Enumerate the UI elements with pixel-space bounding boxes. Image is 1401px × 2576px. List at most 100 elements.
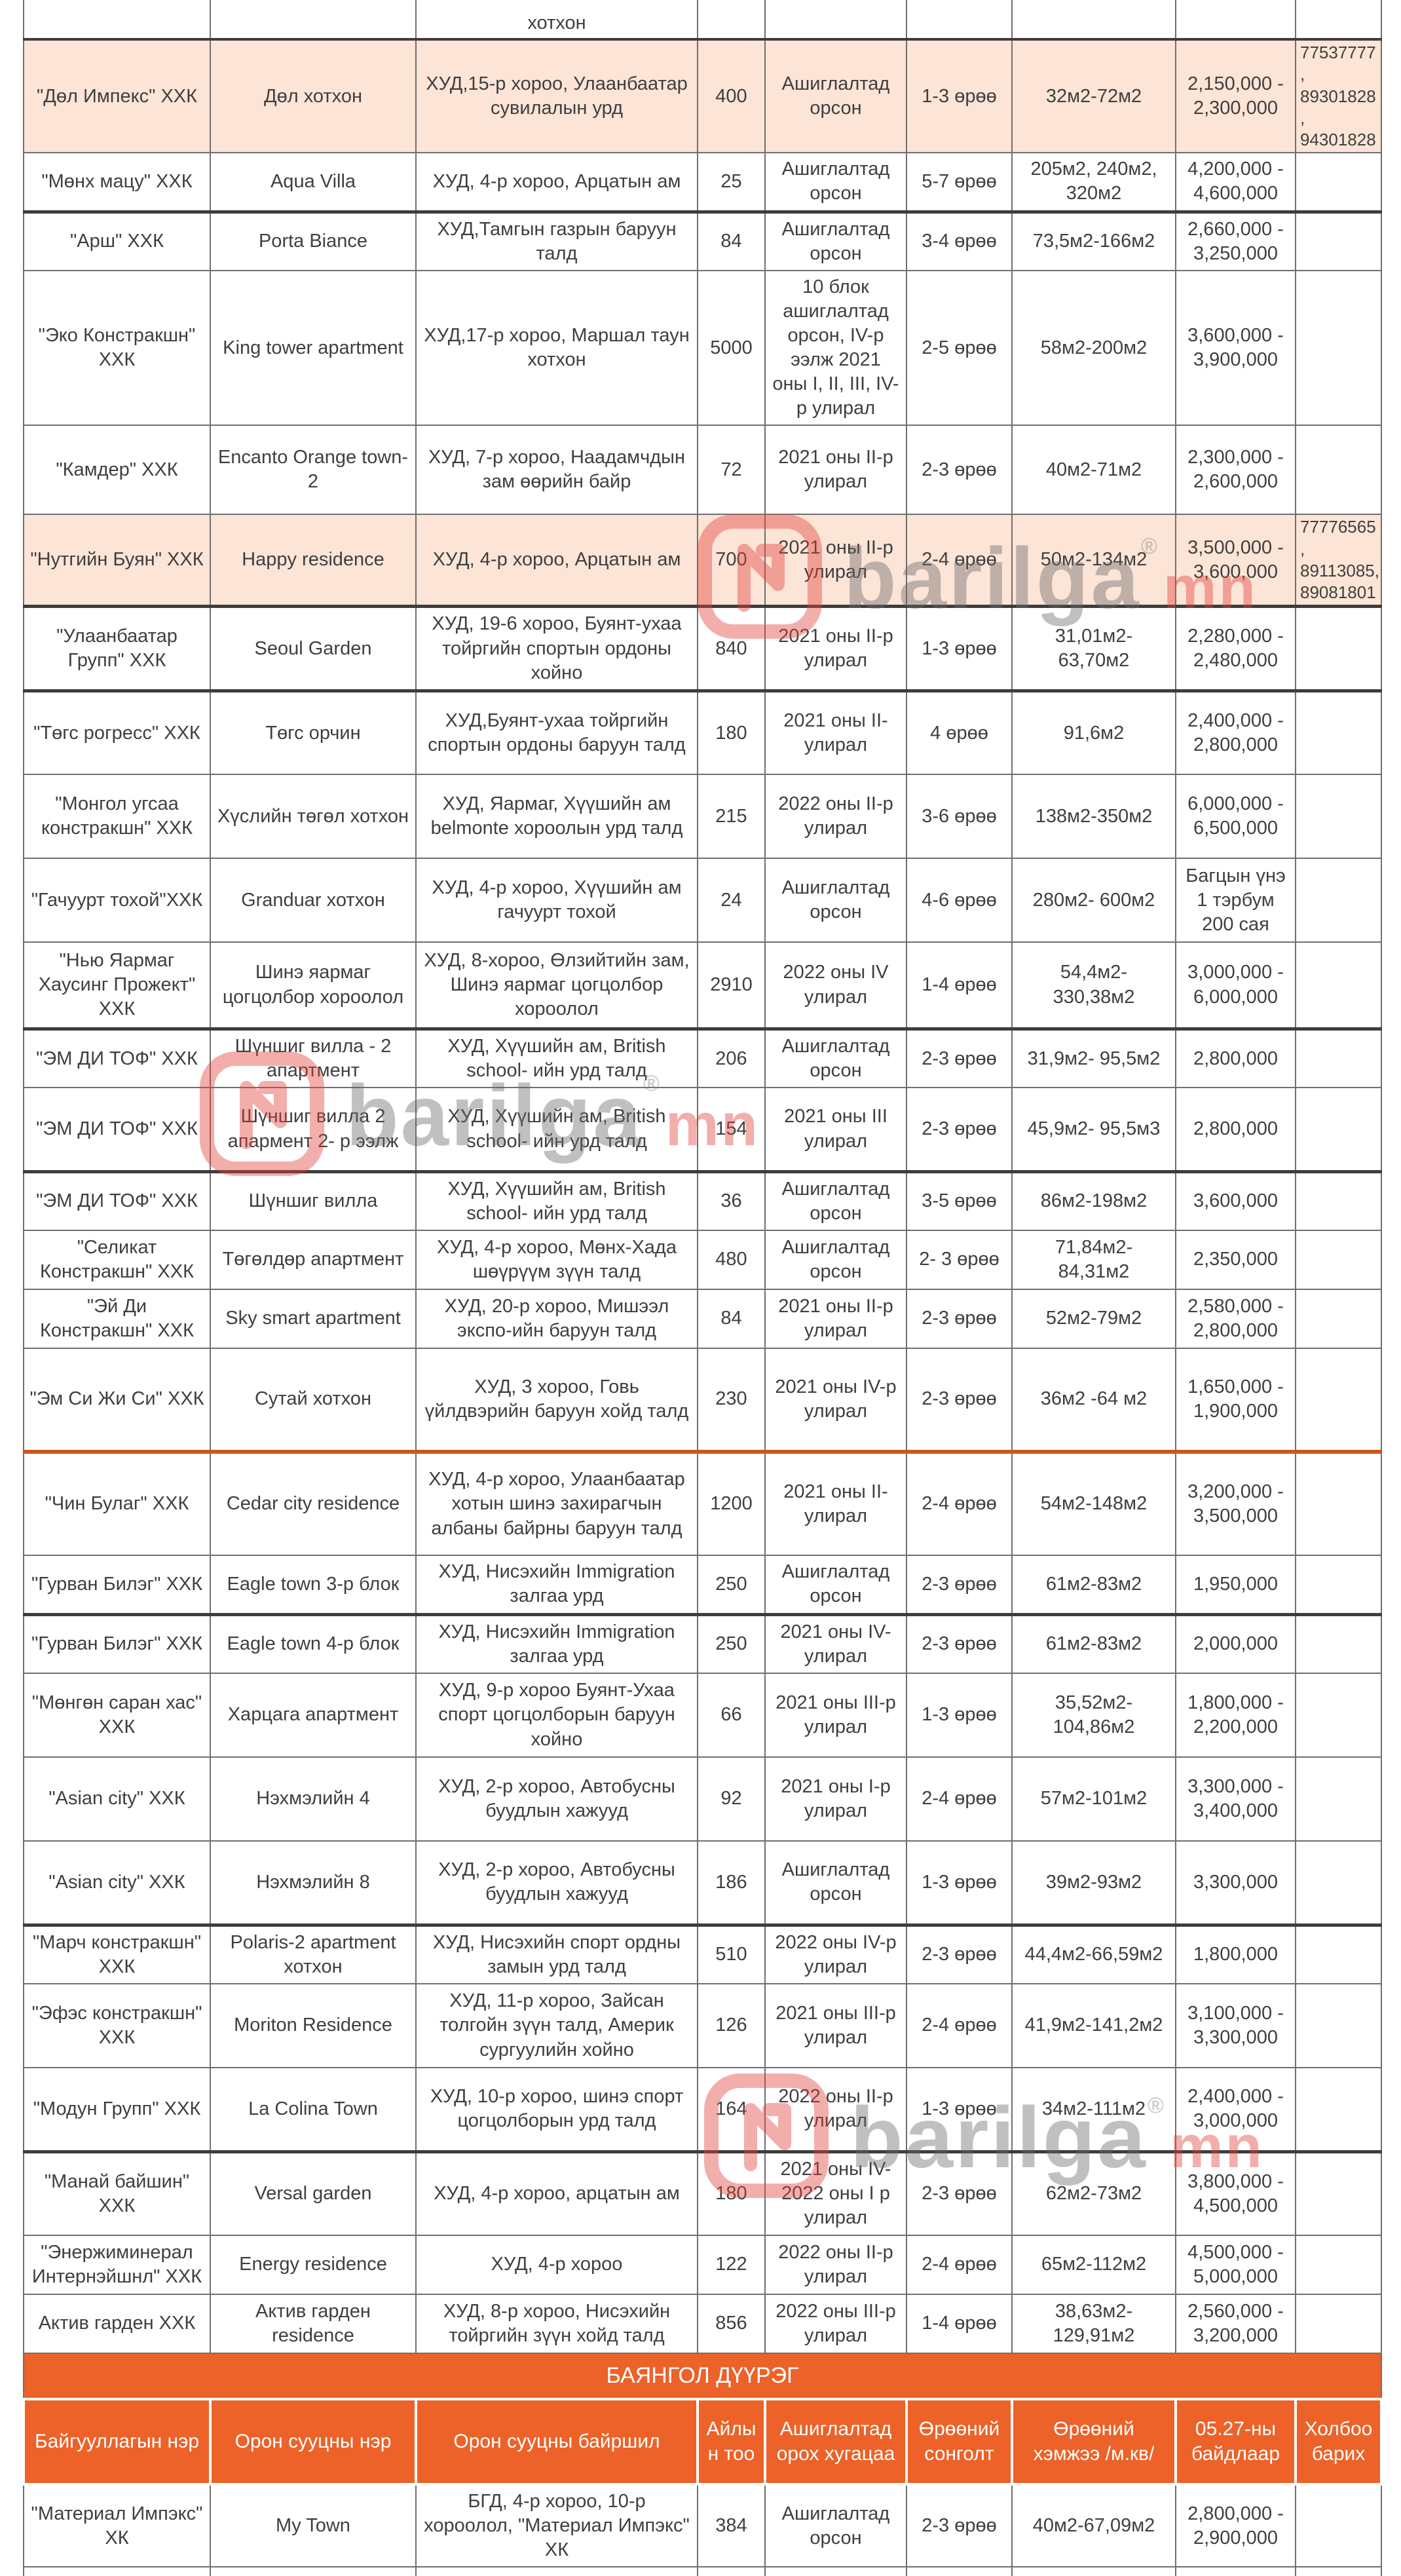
cell-contact: [1295, 1171, 1382, 1232]
cell-location: ХУД, 8-хороо, Өлзийтийн зам, Шинэ яармаг…: [415, 941, 698, 1031]
cell-company: "Гурван Билэг" ХХК: [23, 1614, 211, 1675]
cell-company: "Төгс рогресс" ХХК: [23, 690, 211, 776]
cell-usage: [764, 0, 907, 41]
cell-price: 2,580,000 - 2,800,000: [1175, 1289, 1296, 1350]
cell-company: "Камдер" ХХК: [23, 425, 211, 516]
cell-location: БГД, 4-р хороо, 10-р хороолол, "Материал…: [415, 2484, 698, 2568]
cell-count: 126: [697, 1983, 766, 2069]
table-row: Актив гарден ХХК Актив гарден residence ХУ…: [23, 2294, 1382, 2355]
cell-location: ХУД, 4-р хороо, Мөнх-Хада шөүрүүм зүүн т…: [415, 1230, 698, 1291]
cell-usage: [764, 2566, 907, 2576]
cell-price: 2,800,000 - 2,900,000: [1175, 2484, 1296, 2568]
cell-size: 50м2-134м2: [1011, 514, 1176, 609]
cell-location: ХУД, 2-р хороо, Автобусны буудлын хажууд: [415, 1756, 698, 1842]
cell-count: 122: [697, 2235, 766, 2296]
cell-name: Granduar хотхон: [210, 858, 417, 943]
cell-price: 3,100,000 - 3,300,000: [1175, 1983, 1296, 2069]
cell-company: "Мөнгөн саран хас" ХХК: [23, 1673, 211, 1758]
housing-table-wrapper: хотхон "Дөл Импекс" ХХК Дөл хотхон ХУД,15-р…: [22, 0, 1383, 2576]
cell-price: 3,000,000 - 6,000,000: [1175, 941, 1296, 1031]
cell-contact: [1295, 1840, 1382, 1927]
cell-contact: [1295, 1087, 1382, 1173]
cell-company: "ЭМ ДИ ТОФ" ХХК: [23, 1028, 211, 1089]
cell-name: Eagle town 3-р блок: [210, 1555, 417, 1616]
cell-price: 3,300,000 - 3,400,000: [1175, 1756, 1296, 1842]
cell-price: Багцын үнэ 1 тэрбум 200 сая: [1175, 858, 1296, 943]
cell-usage: Ашиглалтад орсон: [764, 1230, 907, 1291]
cell-contact: [1295, 2067, 1382, 2153]
table-row: "Төгс рогресс" ХХК Төгс орчин ХУД,Буянт-ух…: [23, 690, 1382, 776]
cell-count: 510: [697, 1924, 766, 1985]
cell-usage: Ашиглалтад орсон: [764, 858, 907, 943]
cell-rooms: 2-3 өрөө: [906, 1555, 1013, 1616]
cell-location: ХУД, Хүүшийн ам, British school- ийн урд…: [415, 1087, 698, 1173]
cell-price: 3,500,000 - 3,600,000: [1175, 514, 1296, 609]
cell-usage: 2021 оны II-улирал: [764, 1451, 907, 1557]
cell-contact: [1295, 858, 1382, 943]
table-row: "Энержиминерал Интернэйшнл" ХХК Energy re…: [23, 2235, 1382, 2296]
cell-name: Polaris-2 apartment хотхон: [210, 1924, 417, 1985]
table-header-row: Байгууллагын нэр Орон сууцны нэр Орон сууц…: [22, 2398, 1383, 2486]
cell-rooms: 3-4 өрөө: [906, 211, 1013, 271]
cell-count: 24: [697, 858, 766, 943]
cell-price: 3,600,000 - 3,900,000: [1175, 269, 1296, 426]
cell-name: Нэхмэлийн 4: [210, 1756, 417, 1842]
cell-usage: Ашиглалтад орсон: [764, 38, 907, 154]
cell-contact: [1295, 2566, 1382, 2576]
cell-price: 1,800,000: [1175, 1924, 1296, 1985]
table-row: "Манай байшин" ХХК Versal garden ХУД, 4-р …: [23, 2151, 1382, 2237]
cell-location: ХУД, 11-р хороо, Зайсан толгойн зүүн тал…: [415, 1983, 698, 2069]
table-row: "Эко Констракшн" ХХК King tower apartment…: [23, 269, 1382, 426]
cell-usage: 2021 оны III-р улирал: [764, 1673, 907, 1758]
cell-contact: [1295, 605, 1382, 692]
cell-count: 92: [697, 1756, 766, 1842]
cell-price: 2,560,000 - 3,200,000: [1175, 2294, 1296, 2355]
cell-location: ХУД,15-р хороо, Улаанбаатар сувилалын ур…: [415, 38, 698, 154]
cell-size: 205м2, 240м2, 320м2: [1011, 152, 1176, 214]
cell-company: "Asian city" ХХК: [23, 1840, 211, 1927]
cell-usage: 2021 оны III-р улирал: [764, 1983, 907, 2069]
cell-company: "Эй Ди Констракшн" ХХК: [23, 1289, 211, 1350]
column-header-2: Орон сууцны байршил: [415, 2398, 699, 2486]
cell-location: ХУД, 8-р хороо, Нисэхийн тойргийн зүүн х…: [415, 2294, 698, 2355]
table-row: "Мөнгөн саран хас" ХХК Харцага апартмент Х…: [23, 1673, 1382, 1758]
cell-location: ХУД, 10-р хороо, шинэ спорт цогцолборын …: [415, 2067, 698, 2153]
cell-size: 39м2-93м2: [1011, 1840, 1176, 1927]
cell-size: 40м2-71м2: [1011, 425, 1176, 516]
cell-name: Happy residence: [210, 514, 417, 609]
cell-company: "Материал Импэкс" ХК: [23, 2484, 211, 2568]
cell-contact: [1295, 211, 1382, 271]
cell-company: "Улаанбаатар Групп" ХХК: [23, 605, 211, 692]
cell-company: "Дөл Импекс" ХХК: [23, 38, 211, 154]
cell-rooms: 1-3 өрөө: [906, 1673, 1013, 1758]
cell-location: ХУД, 4-р хороо: [415, 2235, 698, 2296]
cell-location: ХУД,Буянт-ухаа тойргийн спортын ордоны б…: [415, 690, 698, 776]
cell-price: 3,800,000 - 4,500,000: [1175, 2151, 1296, 2237]
table-row: "ЭМ ДИ ТОФ" ХХК Шүншиг вилла 2 апармент 2…: [23, 1087, 1382, 1173]
cell-name: Versal garden: [210, 2151, 417, 2237]
cell-location: ХУД, Нисэхийн Immigration залгаа урд: [415, 1614, 698, 1675]
cell-price: 3,600,000: [1175, 1171, 1296, 1232]
cell-usage: 2021 оны II-р улирал: [764, 1289, 907, 1350]
table-row: "ЭМ ДИ ТОФ" ХХК Шүншиг вилла - 2 апартмен…: [23, 1028, 1382, 1089]
cell-rooms: 3-5 өрөө: [906, 1171, 1013, 1232]
cell-name: Сутай хотхон: [210, 1348, 417, 1454]
cell-usage: 2022 оны III-р улирал: [764, 2294, 907, 2355]
cell-contact: [1295, 941, 1382, 1031]
cell-rooms: 2-3 өрөө: [906, 2151, 1013, 2237]
cell-name: Sky smart apartment: [210, 1289, 417, 1350]
cell-company: [23, 2566, 211, 2576]
cell-usage: Ашиглалтад орсон: [764, 1171, 907, 1232]
cell-name: Төгс орчин: [210, 690, 417, 776]
cell-size: 35,52м2- 104,86м2: [1011, 1673, 1176, 1758]
cell-rooms: 2-3 өрөө: [906, 1924, 1013, 1985]
cell-price: 2,800,000: [1175, 1028, 1296, 1089]
cell-company: "Манай байшин" ХХК: [23, 2151, 211, 2237]
cell-size: 71,84м2- 84,31м2: [1011, 1230, 1176, 1291]
housing-table: хотхон "Дөл Импекс" ХХК Дөл хотхон ХУД,15-р…: [22, 0, 1383, 2576]
table-row: "Материал Импэкс" ХК My Town БГД, 4-р хоро…: [23, 2484, 1382, 2568]
cell-company: "Гачуурт тохой"ХХК: [23, 858, 211, 943]
cell-usage: 2022 оны II-р улирал: [764, 774, 907, 860]
cell-size: 44,4м2-66,59м2: [1011, 1924, 1176, 1985]
cell-count: 700: [697, 514, 766, 609]
